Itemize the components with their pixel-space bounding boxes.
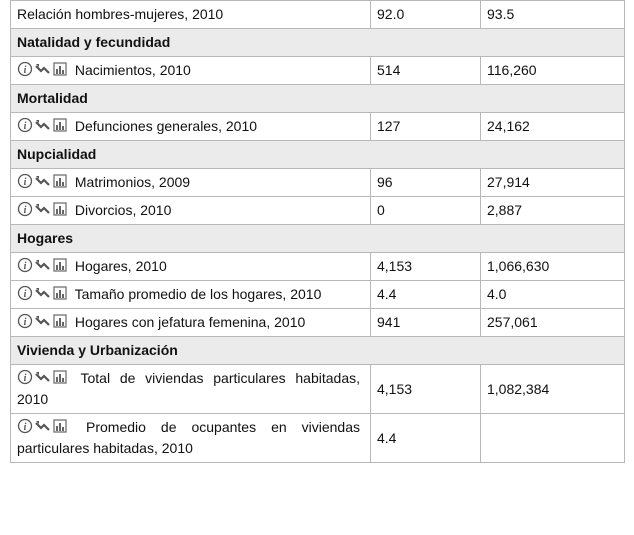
section-row: Hogares — [10, 224, 625, 253]
value-cell: 941 — [370, 308, 481, 337]
svg-text:i: i — [24, 422, 27, 433]
label-text: Relación hombres-mujeres, 2010 — [17, 6, 224, 22]
section-row: Mortalidad — [10, 84, 625, 113]
value-cell: 4,153 — [370, 364, 481, 414]
value-cell: 96 — [370, 168, 481, 197]
label-text: Defunciones generales, 2010 — [74, 118, 258, 134]
section-title: Hogares — [10, 224, 625, 253]
row-label: Relación hombres-mujeres, 2010 — [10, 0, 371, 29]
data-row: i Promedio de ocupantes en viviendas par… — [10, 413, 625, 463]
section-row: Nupcialidad — [10, 140, 625, 169]
value-cell: 0 — [370, 196, 481, 225]
value-cell: 2,887 — [480, 196, 625, 225]
row-icons[interactable]: i — [17, 61, 69, 77]
data-row: i Matrimonios, 2009 96 27,914 — [10, 168, 625, 197]
label-text: Tamaño promedio de los hogares, 2010 — [74, 286, 322, 302]
svg-text:i: i — [24, 205, 27, 216]
svg-text:i: i — [24, 261, 27, 272]
value-cell: 514 — [370, 56, 481, 85]
svg-text:i: i — [24, 373, 27, 384]
value-cell: 4,153 — [370, 252, 481, 281]
row-label: i Total de viviendas particulares habita… — [10, 364, 371, 414]
row-icons[interactable]: i — [17, 285, 69, 301]
section-row: Natalidad y fecundidad — [10, 28, 625, 57]
row-label: i Divorcios, 2010 — [10, 196, 371, 225]
label-text: Hogares, 2010 — [74, 258, 167, 274]
section-title: Nupcialidad — [10, 140, 625, 169]
value-cell: 92.0 — [370, 0, 481, 29]
row-label: i Matrimonios, 2009 — [10, 168, 371, 197]
data-row: i Defunciones generales, 2010 127 24,162 — [10, 112, 625, 141]
row-label: i Nacimientos, 2010 — [10, 56, 371, 85]
section-title: Natalidad y fecundidad — [10, 28, 625, 57]
value-cell: 116,260 — [480, 56, 625, 85]
data-row: i Hogares con jefatura femenina, 2010 941… — [10, 308, 625, 337]
data-row: i Hogares, 2010 4,153 1,066,630 — [10, 252, 625, 281]
row-icons[interactable]: i — [17, 418, 69, 434]
row-icons[interactable]: i — [17, 201, 69, 217]
value-cell: 257,061 — [480, 308, 625, 337]
data-row: i Total de viviendas particulares habita… — [10, 364, 625, 414]
label-text: Hogares con jefatura femenina, 2010 — [74, 314, 306, 330]
value-cell: 4.4 — [370, 280, 481, 309]
row-icons[interactable]: i — [17, 369, 69, 385]
label-text: Nacimientos, 2010 — [74, 62, 191, 78]
row-icons[interactable]: i — [17, 117, 69, 133]
svg-text:i: i — [24, 121, 27, 132]
value-cell: 1,082,384 — [480, 364, 625, 414]
value-cell: 4.4 — [370, 413, 481, 463]
value-cell — [480, 413, 625, 463]
label-text: Total de viviendas particulares habitada… — [17, 370, 360, 407]
value-cell: 93.5 — [480, 0, 625, 29]
value-cell: 4.0 — [480, 280, 625, 309]
value-cell: 27,914 — [480, 168, 625, 197]
row-icons[interactable]: i — [17, 313, 69, 329]
label-text: Matrimonios, 2009 — [74, 174, 191, 190]
section-title: Vivienda y Urbanización — [10, 336, 625, 365]
value-cell: 127 — [370, 112, 481, 141]
row-icons[interactable]: i — [17, 173, 69, 189]
svg-text:i: i — [24, 177, 27, 188]
label-text: Promedio de ocupantes en viviendas parti… — [17, 419, 361, 456]
data-row: Relación hombres-mujeres, 2010 92.0 93.5 — [10, 0, 625, 29]
svg-text:i: i — [24, 289, 27, 300]
data-row: i Tamaño promedio de los hogares, 2010 4.… — [10, 280, 625, 309]
data-table: Relación hombres-mujeres, 2010 92.0 93.5 Na… — [10, 0, 625, 463]
svg-text:i: i — [24, 65, 27, 76]
section-row: Vivienda y Urbanización — [10, 336, 625, 365]
value-cell: 24,162 — [480, 112, 625, 141]
row-icons[interactable]: i — [17, 257, 69, 273]
row-label: i Defunciones generales, 2010 — [10, 112, 371, 141]
row-label: i Tamaño promedio de los hogares, 2010 — [10, 280, 371, 309]
section-title: Mortalidad — [10, 84, 625, 113]
label-text: Divorcios, 2010 — [74, 202, 172, 218]
svg-text:i: i — [24, 317, 27, 328]
data-row: i Divorcios, 2010 0 2,887 — [10, 196, 625, 225]
row-label: i Hogares, 2010 — [10, 252, 371, 281]
row-label: i Promedio de ocupantes en viviendas par… — [10, 413, 371, 463]
data-row: i Nacimientos, 2010 514 116,260 — [10, 56, 625, 85]
row-label: i Hogares con jefatura femenina, 2010 — [10, 308, 371, 337]
value-cell: 1,066,630 — [480, 252, 625, 281]
